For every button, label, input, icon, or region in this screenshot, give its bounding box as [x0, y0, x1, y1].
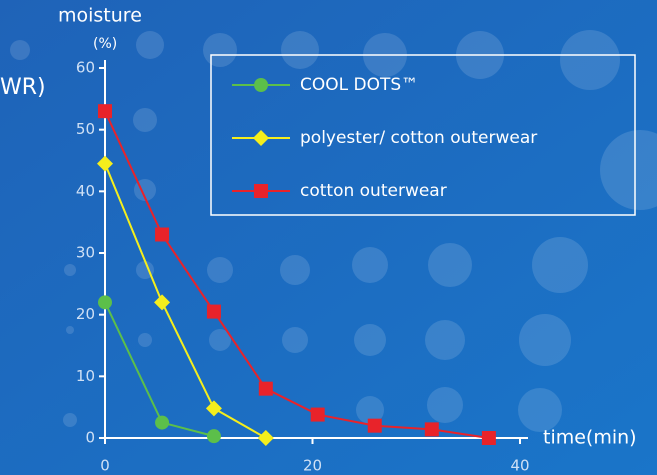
y-tick-label: 0	[85, 429, 95, 447]
legend-label: polyester/ cotton outerwear	[300, 128, 537, 148]
y-tick-label: 60	[76, 59, 95, 77]
legend-marker	[254, 78, 268, 92]
legend-marker	[254, 184, 268, 198]
point	[368, 419, 382, 433]
y-tick-label: 50	[76, 120, 95, 138]
y-tick-label: 10	[76, 367, 95, 385]
y-axis-unit: (%)	[93, 36, 117, 52]
point	[482, 431, 496, 445]
point	[155, 416, 169, 430]
x-tick-label: 20	[303, 457, 322, 475]
point	[259, 382, 273, 396]
point	[98, 295, 112, 309]
point	[98, 104, 112, 118]
side-note: WR)	[0, 75, 46, 100]
chart: moisture (%) WR) time(min) 0 10 20 30 40 50 60…	[0, 0, 657, 475]
y-axis-label: moisture	[58, 5, 142, 27]
point	[207, 429, 221, 443]
point	[425, 422, 439, 436]
legend-label: cotton outerwear	[300, 181, 447, 201]
point	[207, 305, 221, 319]
y-tick-label: 40	[76, 182, 95, 200]
point	[155, 228, 169, 242]
y-tick-label: 30	[76, 244, 95, 262]
point	[311, 408, 325, 422]
legend-label: COOL DOTS™	[300, 75, 418, 95]
x-tick-label: 40	[510, 457, 529, 475]
x-tick-label: 0	[100, 457, 110, 475]
y-tick-label: 20	[76, 305, 95, 323]
x-axis-label: time(min)	[543, 427, 637, 449]
